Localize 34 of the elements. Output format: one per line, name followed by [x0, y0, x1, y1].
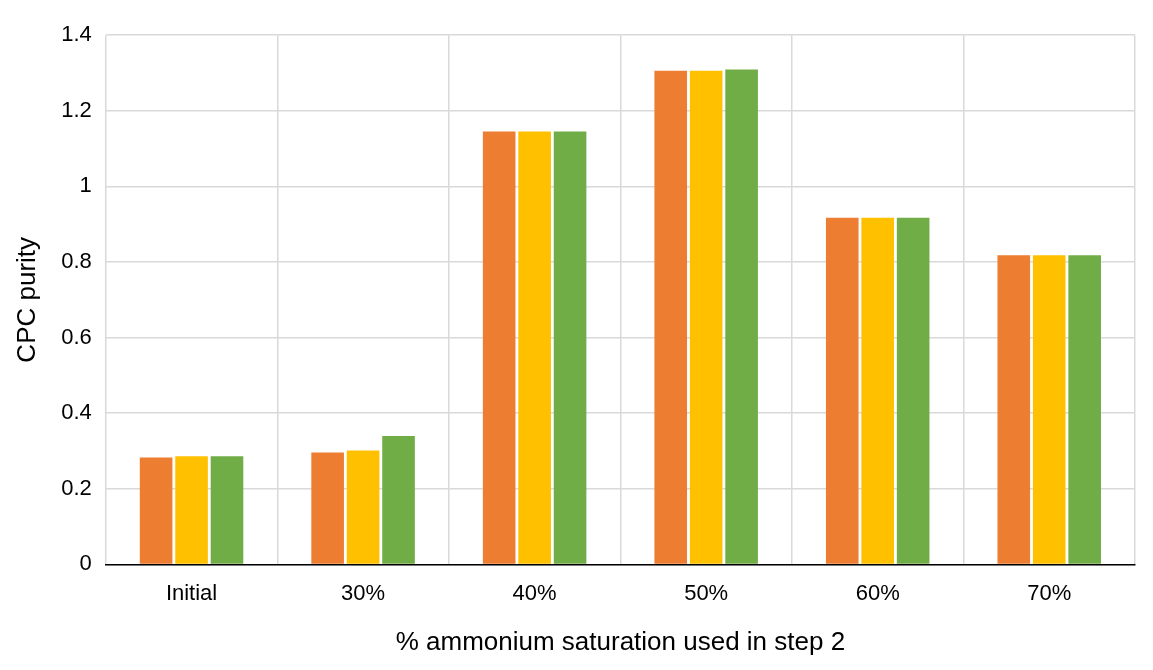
bar: [346, 450, 380, 564]
y-tick-label: 0: [79, 550, 92, 576]
x-tick-label: 60%: [855, 579, 900, 605]
bar: [997, 255, 1031, 564]
bar: [139, 457, 173, 564]
bar: [311, 452, 344, 564]
y-tick-label: 1.2: [61, 96, 92, 122]
x-axis-title: % ammonium saturation used in step 2: [395, 625, 846, 656]
x-tick-label: 30%: [341, 579, 386, 605]
x-tick-label: 70%: [1027, 579, 1072, 605]
x-tick-label: Initial: [165, 579, 218, 605]
bar: [689, 70, 723, 564]
y-tick-label: 0.4: [61, 399, 92, 425]
bar: [654, 70, 688, 564]
bar: [725, 69, 758, 564]
y-tick-label: 0.2: [61, 474, 92, 500]
bar: [175, 456, 208, 564]
y-tick-label: 1: [79, 172, 92, 198]
bar: [861, 217, 894, 564]
bar: [382, 435, 415, 564]
bar: [896, 217, 930, 564]
bar: [482, 131, 516, 564]
bar: [1068, 255, 1101, 564]
bar: [825, 217, 859, 564]
y-tick-label: 0.8: [61, 248, 92, 274]
x-tick-label: 40%: [512, 579, 557, 605]
x-tick-label: 50%: [684, 579, 729, 605]
bar: [1032, 255, 1066, 564]
y-axis-title: CPC purity: [10, 236, 41, 363]
y-tick-label: 0.6: [61, 323, 92, 349]
bar: [518, 131, 551, 564]
bar: [210, 456, 244, 564]
y-tick-label: 1.4: [61, 21, 92, 47]
bar: [553, 131, 587, 564]
